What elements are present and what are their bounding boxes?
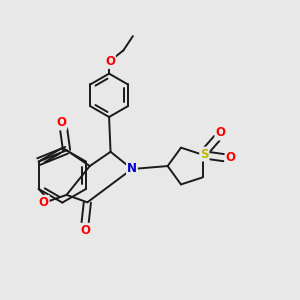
Text: O: O [105, 55, 115, 68]
Text: N: N [127, 162, 137, 175]
Text: O: O [56, 116, 66, 130]
Text: O: O [80, 224, 90, 237]
Text: O: O [39, 196, 49, 209]
Text: O: O [226, 151, 236, 164]
Text: O: O [215, 127, 225, 140]
Text: S: S [200, 148, 208, 160]
